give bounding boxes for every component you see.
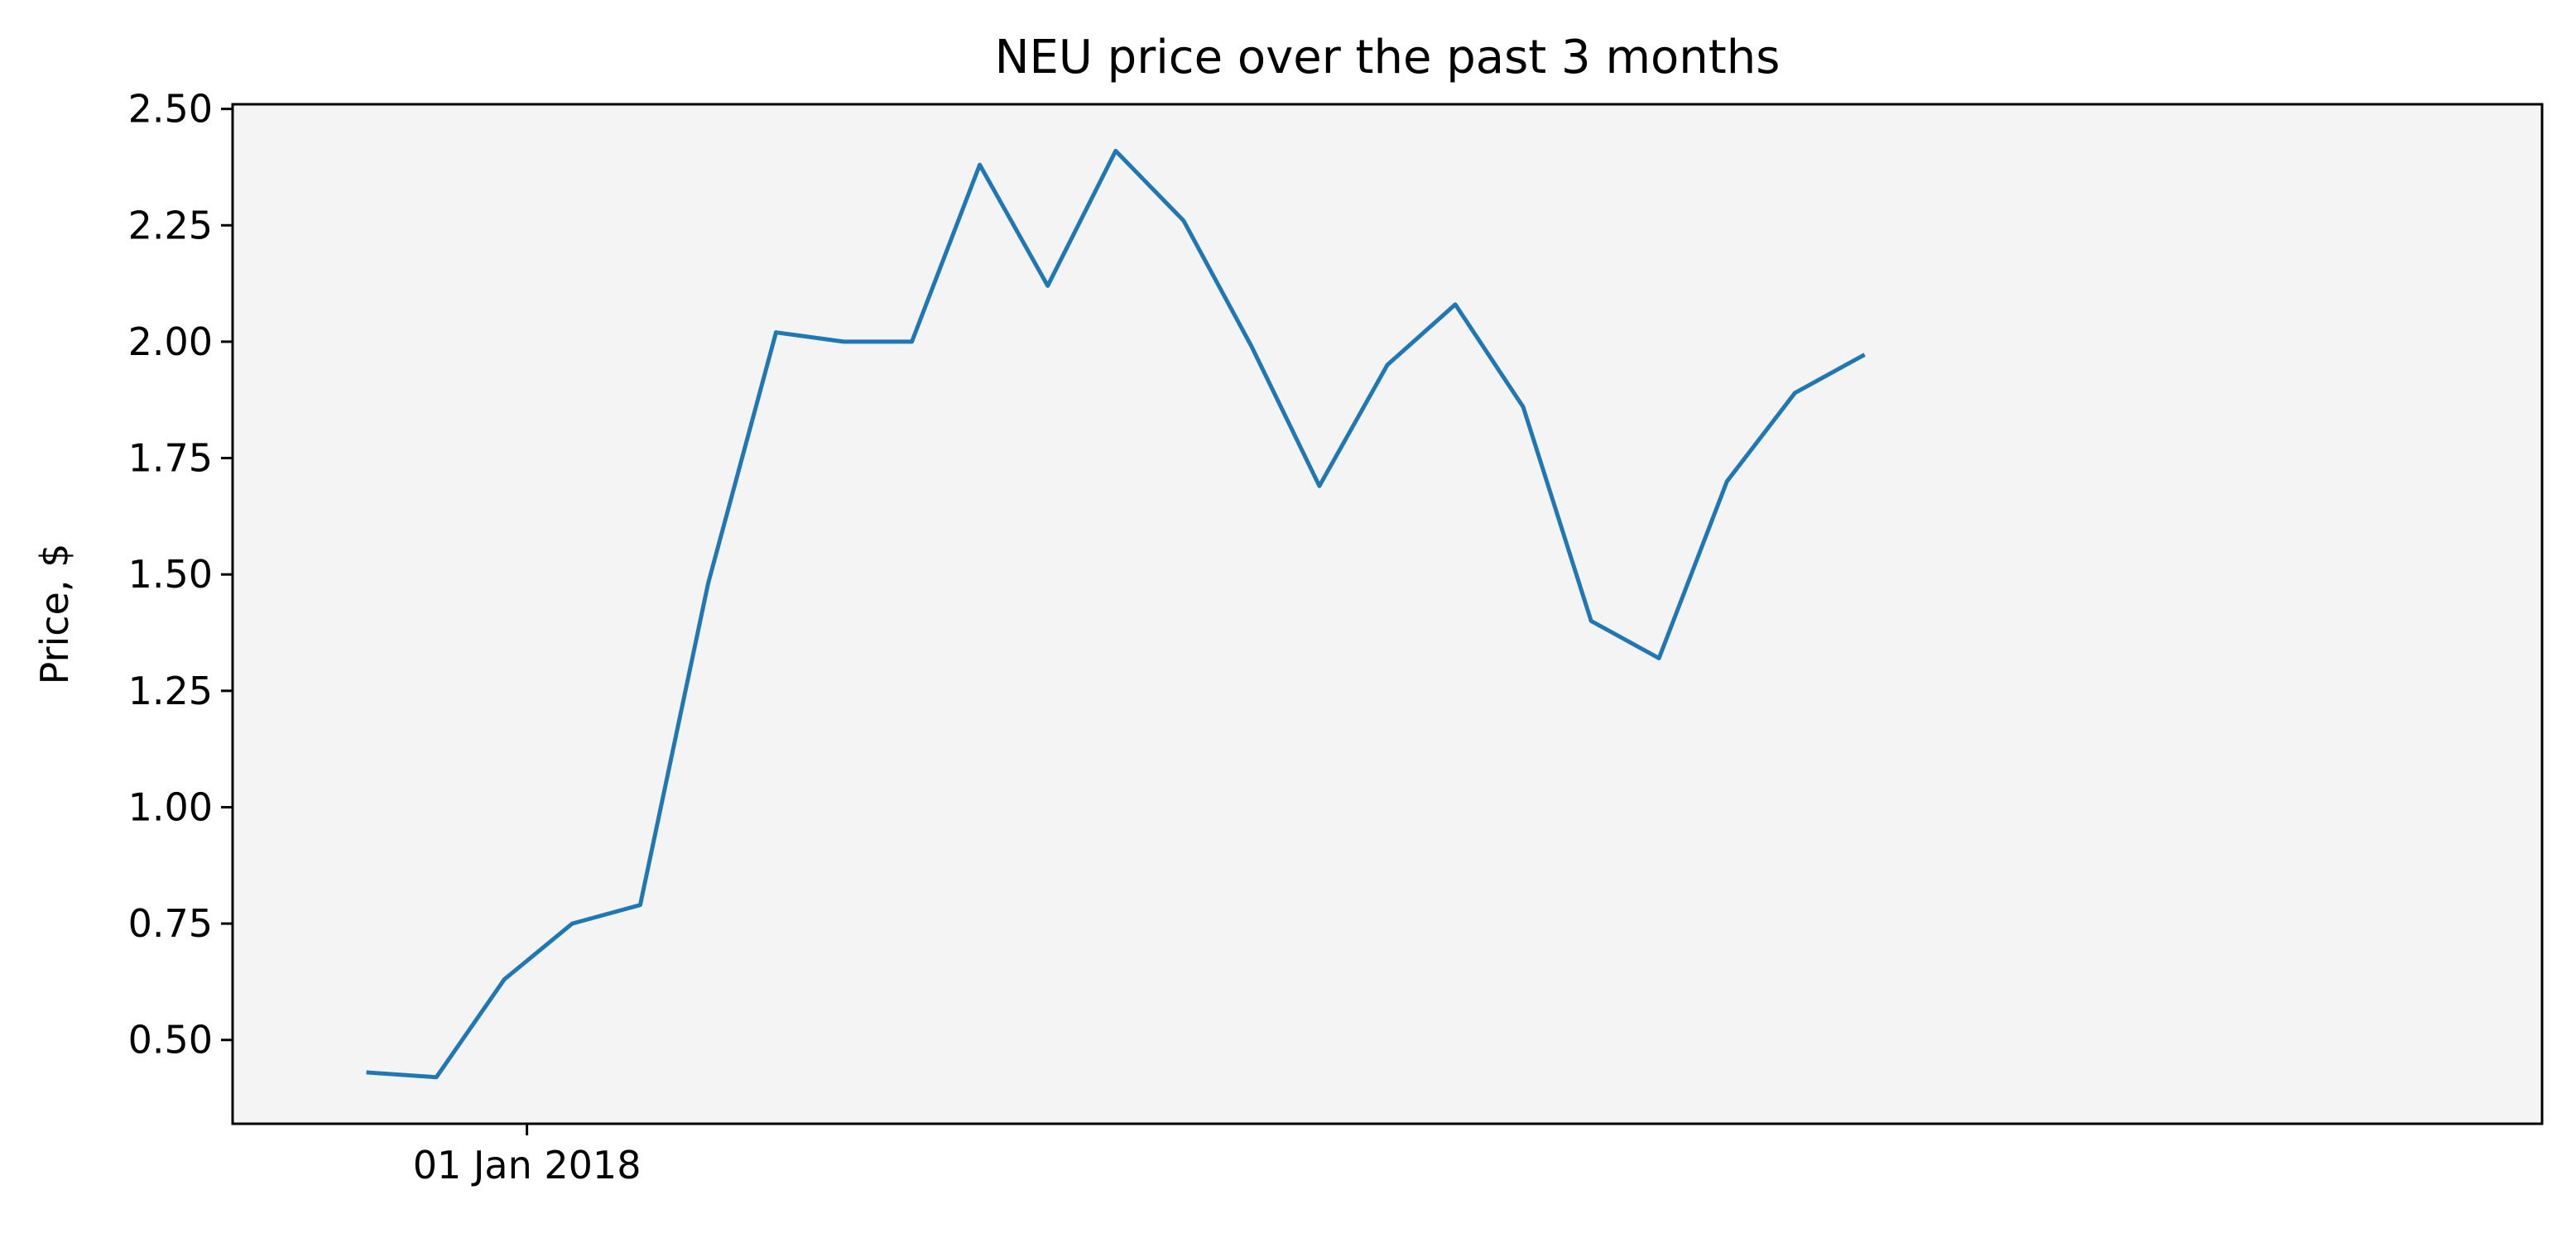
y-tick-label: 1.00 (128, 784, 213, 829)
y-tick-label: 1.50 (128, 552, 213, 597)
y-tick-label: 0.75 (128, 901, 213, 946)
y-axis: 0.50 0.75 1.00 1.25 1.50 1.75 2.00 2.25 2.50 (128, 87, 233, 1063)
y-tick-label: 2.25 (128, 203, 213, 247)
plot-area (233, 104, 2542, 1124)
y-tick-label: 0.50 (128, 1018, 213, 1063)
y-tick-label: 1.75 (128, 436, 213, 481)
plot-frame (231, 103, 2544, 1125)
y-tick-label: 1.25 (128, 669, 213, 713)
series-layer (366, 148, 1866, 1080)
chart-title: NEU price over the past 3 months (995, 31, 1781, 84)
y-tick-label: 2.50 (128, 87, 213, 132)
series-line (366, 148, 1866, 1080)
y-tick-label: 2.00 (128, 319, 213, 364)
x-axis: 01 Jan 2018 (413, 1124, 642, 1187)
y-axis-label: Price, $ (32, 544, 77, 685)
x-tick-label: 01 Jan 2018 (413, 1143, 642, 1187)
